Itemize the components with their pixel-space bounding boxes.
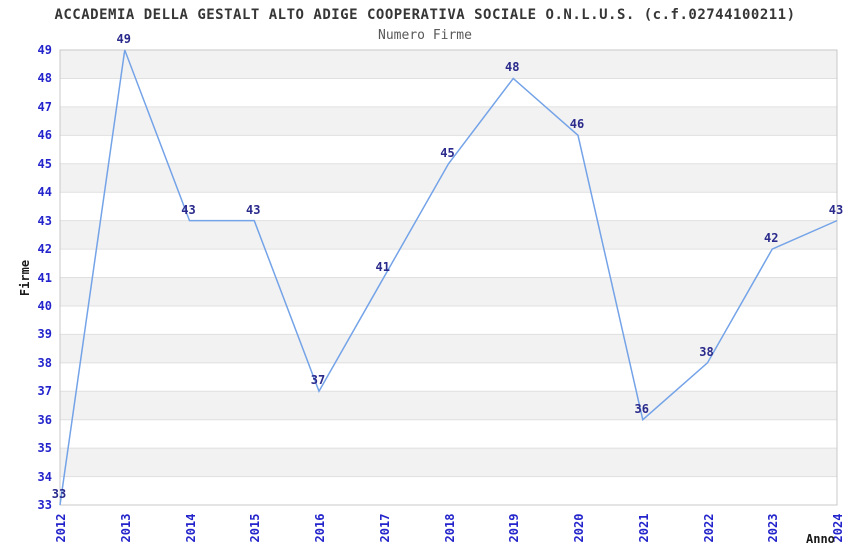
chart-subtitle: Numero Firme [378,28,472,43]
y-tick-label: 46 [37,128,52,143]
background-band [60,362,837,392]
background-band [60,334,837,363]
x-tick-label: 2016 [313,513,327,543]
background-band [60,419,837,449]
data-point-label: 41 [375,259,390,274]
plot-border [59,49,838,506]
x-tick-label: 2013 [118,513,133,543]
y-tick-label: 33 [37,498,52,512]
x-tick-label: 2012 [54,513,68,543]
x-tick-label: 2023 [766,513,781,543]
data-point-label: 46 [569,117,585,132]
background-band [60,192,837,221]
x-tick-label: 2015 [248,513,263,543]
background-band [60,220,837,250]
y-tick-label: 38 [37,355,52,370]
data-point-label: 43 [828,202,844,217]
x-tick-label: 2017 [377,513,392,543]
background-band [60,249,837,278]
background-band [60,448,837,477]
data-point-label: 37 [310,373,326,388]
data-point-label: 49 [116,32,131,46]
data-point-label: 48 [505,60,520,75]
background-band [60,476,837,505]
data-point-label: 45 [440,145,455,160]
background-band [60,50,837,79]
y-tick-label: 36 [37,412,52,427]
y-tick-label: 34 [37,469,52,484]
background-band [60,391,837,420]
chart-title: ACCADEMIA DELLA GESTALT ALTO ADIGE COOPE… [54,7,796,23]
background-band [60,106,837,136]
data-point-label: 33 [51,487,67,501]
y-tick-label: 45 [37,156,52,171]
data-point-label: 42 [764,231,779,246]
background-band [60,78,837,107]
data-point-label: 38 [699,344,714,359]
background-band [60,277,837,306]
data-point-label: 43 [246,202,261,217]
data-point-label: 36 [634,401,649,416]
x-tick-label: 2019 [507,513,522,543]
y-tick-label: 35 [37,441,52,456]
background-band [60,135,837,164]
y-tick-label: 41 [37,270,52,285]
x-axis-title: Anno [806,532,835,546]
y-tick-label: 43 [37,213,52,228]
y-tick-label: 47 [37,99,52,114]
background-band [60,305,837,335]
x-tick-label: 2018 [442,513,457,543]
data-point-label: 43 [181,202,196,217]
x-tick-label: 2020 [572,513,586,543]
x-tick-label: 2022 [701,513,716,543]
background-band [60,163,837,193]
y-tick-label: 40 [37,298,52,313]
y-axis-title: Firme [18,259,32,297]
x-tick-label: 2021 [636,513,651,543]
y-tick-label: 39 [37,327,52,342]
x-tick-label: 2014 [183,513,198,543]
series-line [59,49,838,506]
y-tick-label: 37 [37,384,52,399]
y-tick-label: 42 [37,242,52,257]
y-tick-label: 48 [37,71,52,86]
y-tick-label: 49 [37,43,52,57]
y-tick-label: 44 [37,185,52,200]
